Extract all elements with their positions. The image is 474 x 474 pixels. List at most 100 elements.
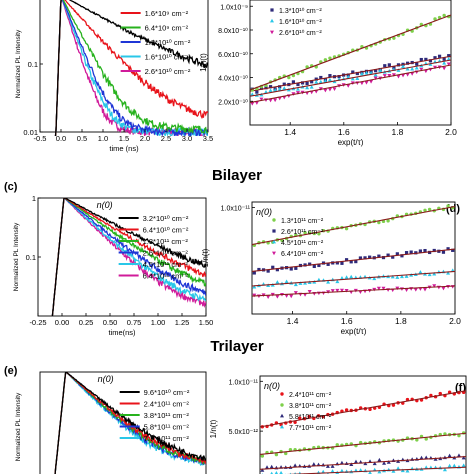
data-point-d-0	[377, 220, 381, 225]
data-point-b-0	[278, 85, 282, 89]
data-point-d-1	[368, 255, 372, 259]
data-point-b-0	[437, 54, 442, 58]
legend-label-f-3: 7.7*10¹¹ cm⁻²	[289, 425, 332, 432]
legend-label-a-2: 6.4*10⁹ cm⁻²	[145, 24, 189, 33]
legend-marker-d-1	[272, 229, 276, 233]
data-point-b-3	[305, 65, 309, 69]
data-point-f-0	[298, 416, 302, 420]
data-point-f-3	[368, 470, 372, 474]
data-point-d-3	[413, 288, 418, 292]
data-point-d-1	[363, 256, 367, 260]
data-point-d-3	[423, 287, 428, 292]
data-point-f-2	[325, 464, 330, 468]
data-point-d-3	[275, 295, 280, 299]
scatter-group-f	[259, 390, 467, 474]
legend-label-d-2: 4.5*10¹¹ cm⁻²	[281, 240, 324, 247]
legend-label-b-0: 1.3*10¹⁰ cm⁻²	[279, 7, 322, 15]
section-title-bilayer: Bilayer	[212, 167, 262, 184]
data-point-f-1	[457, 433, 461, 438]
data-point-b-0	[282, 82, 286, 86]
x-tick-label-d: 1.4	[287, 316, 299, 326]
data-point-f-2	[269, 464, 274, 469]
data-point-f-3	[396, 466, 401, 470]
decay-curve-e-0	[54, 372, 206, 474]
data-point-d-0	[446, 204, 450, 208]
data-point-b-2	[273, 98, 278, 103]
legend-label-a-1: 1.6*10⁹ cm⁻²	[145, 9, 189, 18]
data-point-f-3	[461, 463, 466, 467]
data-point-d-1	[275, 268, 279, 272]
data-point-b-1	[327, 77, 332, 82]
data-point-d-1	[404, 251, 409, 255]
data-point-b-2	[259, 97, 264, 102]
data-point-b-0	[374, 69, 378, 73]
data-point-d-1	[252, 271, 256, 275]
data-point-d-3	[293, 291, 298, 295]
data-point-d-1	[303, 263, 307, 267]
y-axis-label-b: 1/n(t)	[199, 53, 208, 72]
data-point-d-2	[284, 279, 289, 284]
data-point-d-3	[335, 288, 340, 293]
y-tick-label-b: 1.0x10⁻⁹	[220, 4, 248, 11]
data-point-b-0	[337, 75, 341, 79]
data-point-f-2	[265, 465, 270, 469]
data-point-b-1	[355, 76, 360, 80]
data-point-f-3	[270, 471, 274, 474]
data-point-d-1	[432, 248, 436, 253]
legend-label-e-1: 2.4*10¹¹ cm⁻²	[144, 400, 190, 409]
fit-line-b-3	[249, 14, 452, 91]
data-point-b-1	[273, 88, 278, 92]
legend-marker-d-3	[272, 251, 276, 256]
data-point-f-1	[424, 437, 428, 441]
data-point-d-1	[271, 265, 275, 269]
data-point-b-1	[268, 88, 273, 92]
data-point-d-0	[427, 207, 432, 212]
data-point-d-0	[344, 226, 349, 231]
data-point-f-1	[415, 438, 419, 442]
data-point-d-2	[252, 284, 257, 289]
x-tick-label-c: 0.50	[103, 318, 118, 327]
data-point-b-1	[282, 86, 287, 90]
x-tick-label-a: 0.5	[77, 134, 87, 143]
legend-marker-d-0	[272, 218, 276, 222]
data-point-d-1	[257, 267, 261, 272]
fit-line-b-1	[249, 59, 452, 97]
data-point-f-3	[279, 470, 283, 474]
data-point-f-0	[438, 391, 442, 396]
legend-marker-d-2	[272, 239, 276, 244]
data-point-d-1	[451, 248, 455, 252]
data-point-d-0	[317, 232, 321, 236]
decay-curve-a-3	[54, 0, 208, 136]
data-point-f-2	[382, 461, 387, 465]
data-point-b-2	[419, 67, 424, 72]
data-point-d-1	[312, 264, 316, 269]
data-point-d-1	[308, 262, 312, 266]
data-point-f-0	[368, 407, 372, 412]
y-tick-label-d: 1.0x10⁻¹¹	[221, 206, 251, 213]
data-point-d-1	[377, 254, 381, 258]
data-point-b-3	[433, 17, 437, 21]
data-point-f-2	[293, 463, 298, 467]
data-point-f-1	[274, 452, 279, 457]
data-point-b-2	[446, 62, 451, 67]
x-tick-label-c: 1.25	[175, 318, 190, 327]
data-point-b-1	[309, 85, 314, 89]
data-point-b-2	[250, 101, 255, 106]
legend-label-c-3: 2.6*10¹¹ cm⁻²	[143, 249, 189, 258]
data-point-f-2	[447, 453, 452, 458]
data-point-d-1	[335, 261, 339, 265]
data-point-d-2	[432, 271, 437, 276]
data-point-b-1	[396, 68, 401, 72]
data-point-f-3	[377, 469, 382, 474]
data-point-f-0	[307, 414, 311, 419]
data-point-b-0	[310, 80, 314, 84]
legend-label-b-1: 1.6*10¹⁰ cm⁻²	[279, 18, 322, 26]
data-point-f-3	[424, 465, 429, 469]
data-point-d-1	[294, 266, 298, 270]
data-point-b-0	[328, 74, 332, 78]
data-point-d-1	[409, 250, 413, 254]
x-tick-label-a: 1.5	[119, 134, 129, 143]
data-point-d-3	[404, 288, 409, 292]
y-tick-label-b: 4.0x10⁻¹⁰	[218, 75, 248, 83]
